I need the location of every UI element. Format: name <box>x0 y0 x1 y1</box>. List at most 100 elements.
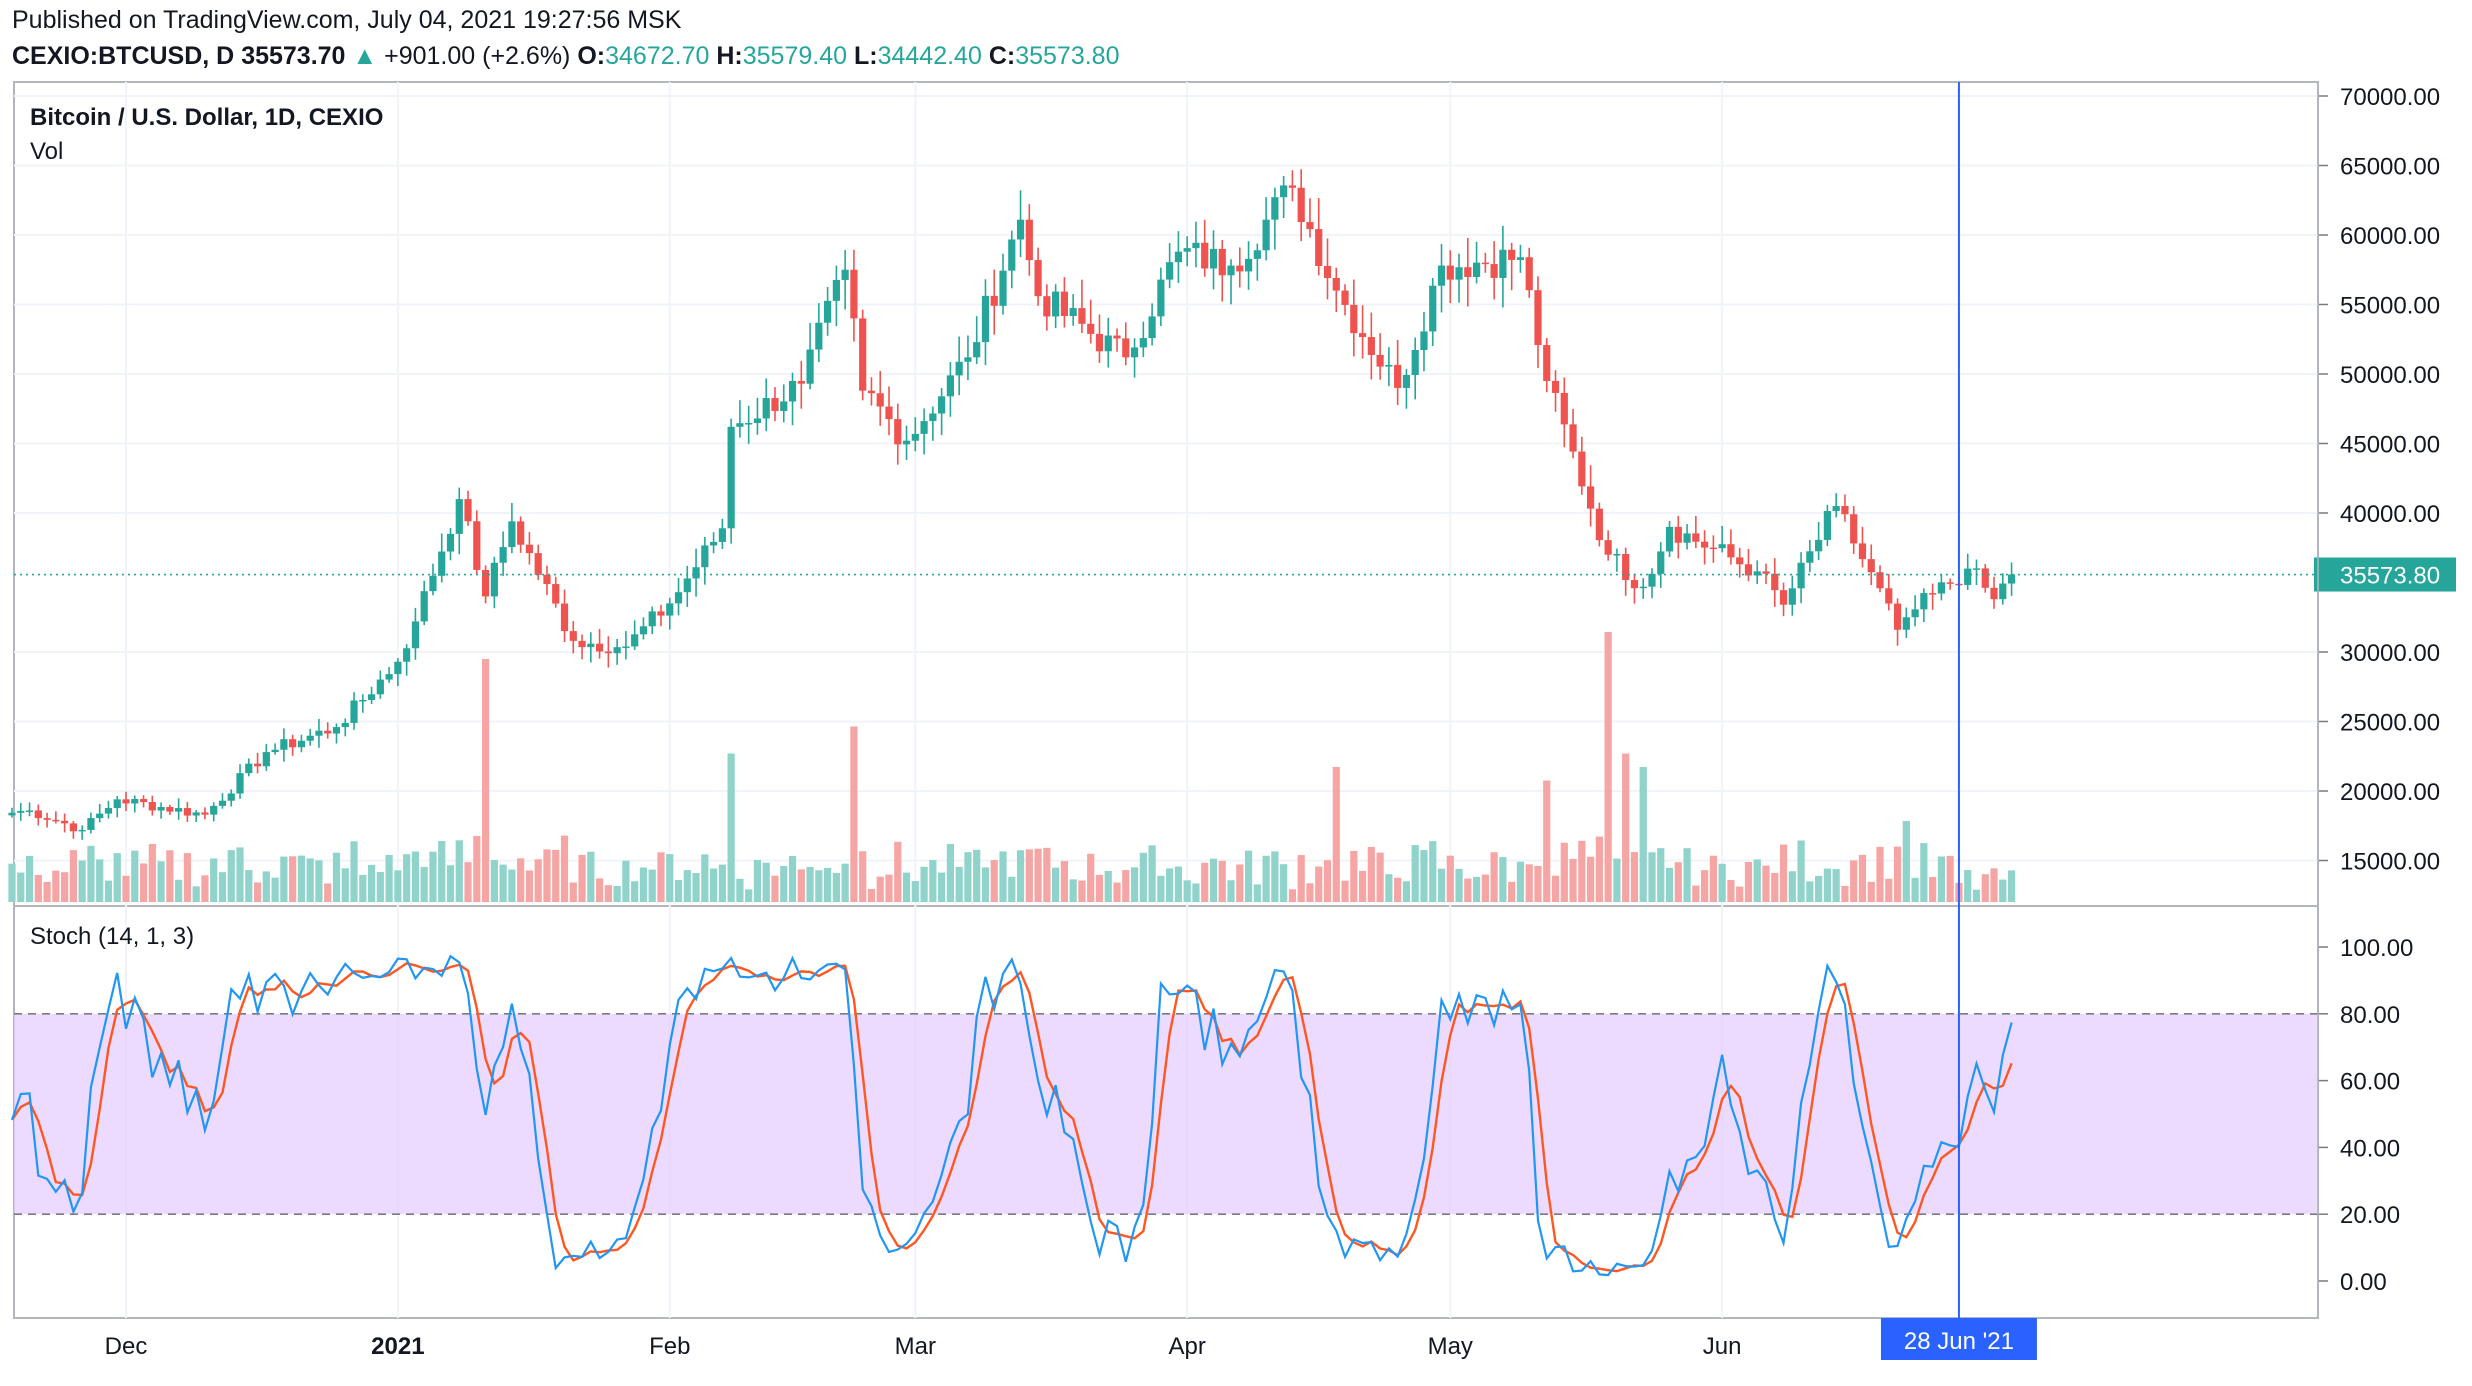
candle-body <box>1209 248 1218 269</box>
volume-bar <box>1253 884 1261 902</box>
candle-body <box>727 426 735 529</box>
candle-body <box>1885 588 1893 604</box>
candle-body <box>253 763 262 767</box>
candle-body <box>87 818 95 830</box>
candle-body <box>1095 333 1104 352</box>
volume-bar <box>1551 875 1560 902</box>
volume-bar <box>1446 855 1454 902</box>
candle-body <box>1937 582 1945 594</box>
candle-body <box>1534 290 1542 346</box>
candle-body <box>201 812 209 815</box>
volume-bar <box>1043 847 1051 902</box>
volume-bar <box>1008 876 1016 902</box>
volume-bar <box>1472 876 1481 902</box>
candle-body <box>1402 374 1411 388</box>
candle-body <box>1358 333 1367 338</box>
candle-body <box>666 603 674 616</box>
volume-bar <box>1683 848 1691 902</box>
volume-bar <box>727 753 735 902</box>
volume-bar <box>1016 850 1025 902</box>
candle-body <box>411 621 420 649</box>
crosshair-date-label: 28 Jun '21 <box>1904 1328 2014 1355</box>
candle-body <box>1227 265 1235 276</box>
time-tick-label: Feb <box>649 1333 690 1360</box>
volume-bar <box>1937 856 1945 902</box>
candle-body <box>718 528 726 542</box>
volume-bar <box>1832 869 1840 902</box>
price-tick-label: 50000.00 <box>2340 362 2440 389</box>
stoch-tick-label: 0.00 <box>2340 1269 2387 1296</box>
time-tick-label: Jun <box>1703 1333 1742 1360</box>
candle-body <box>1823 511 1831 540</box>
change-label: +901.00 (+2.6%) <box>384 42 571 70</box>
candle-body <box>403 648 411 662</box>
volume-bar <box>104 880 113 902</box>
price-tick-label: 20000.00 <box>2340 779 2440 806</box>
candle-body <box>797 380 805 384</box>
volume-bar <box>1736 886 1744 902</box>
volume-bar <box>1762 865 1770 902</box>
volume-bar <box>990 860 998 902</box>
candle-body <box>1964 568 1972 585</box>
volume-bar <box>902 872 911 902</box>
volume-bar <box>657 852 665 902</box>
candle-body <box>1236 265 1244 272</box>
volume-bar <box>1481 874 1489 902</box>
volume-bar <box>78 860 86 902</box>
candle-body <box>271 749 279 753</box>
volume-bar <box>245 870 253 902</box>
volume-bar <box>253 882 262 902</box>
volume-bar <box>639 867 648 902</box>
candle-body <box>885 406 893 420</box>
volume-bar <box>946 844 954 902</box>
candle-body <box>1025 219 1033 261</box>
candle-body <box>920 421 928 434</box>
price-label: 35573.70 <box>241 42 346 70</box>
candle-body <box>455 499 463 534</box>
candle-body <box>525 544 534 554</box>
candle-body <box>438 551 446 576</box>
candle-body <box>490 562 498 597</box>
volume-bar <box>578 854 586 902</box>
published-line: Published on TradingView.com, July 04, 2… <box>12 6 682 34</box>
candle-body <box>1499 249 1507 278</box>
candle-body <box>1437 265 1446 286</box>
volume-bar <box>1876 846 1884 902</box>
candle-body <box>1218 248 1226 276</box>
candle-body <box>78 829 86 832</box>
volume-bar <box>1622 753 1630 902</box>
candle-body <box>1709 547 1717 550</box>
volume-bar <box>1990 868 1998 902</box>
candle-body <box>1280 185 1288 198</box>
volume-bar <box>332 852 341 902</box>
volume-bar <box>1385 874 1393 902</box>
volume-bar <box>1358 870 1367 902</box>
candle-body <box>1472 262 1481 277</box>
candle-body <box>1455 267 1463 280</box>
candle-body <box>69 823 77 832</box>
volume-bar <box>1569 858 1577 902</box>
candle-body <box>1929 593 1937 595</box>
volume-bar <box>1130 867 1139 902</box>
volume-bar <box>815 870 823 902</box>
volume-bar <box>1078 880 1086 902</box>
volume-bar <box>1885 878 1893 902</box>
candle-body <box>788 380 797 402</box>
volume-bar <box>1411 845 1419 902</box>
candle-body <box>385 674 393 680</box>
volume-bar <box>1929 877 1937 902</box>
volume-bar <box>1174 866 1183 902</box>
volume-bar <box>710 868 718 902</box>
volume-bar <box>1402 881 1411 902</box>
volume-bar <box>1350 850 1358 902</box>
volume-bar <box>157 861 165 902</box>
volume-bar <box>1218 860 1226 902</box>
volume-bar <box>1113 882 1121 902</box>
volume-bar <box>306 858 314 902</box>
volume-bar <box>587 851 595 902</box>
candle-body <box>780 401 788 411</box>
candle-body <box>1736 557 1744 565</box>
volume-bar <box>464 862 472 902</box>
candle-body <box>1525 257 1533 291</box>
